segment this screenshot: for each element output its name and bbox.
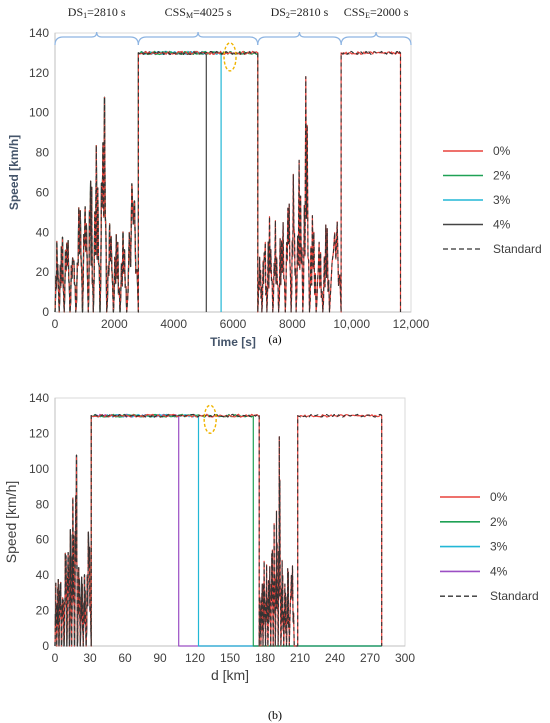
series-line-2pct [54, 413, 382, 647]
y-tick-label: 140 [29, 391, 49, 405]
x-tick-label: 2000 [101, 317, 128, 331]
legend-label: Standard [493, 242, 542, 256]
phase-brace [54, 31, 139, 46]
plot-area [54, 397, 406, 647]
y-tick-label: 0 [42, 305, 49, 319]
y-tick-label: 60 [36, 533, 50, 547]
y-tick-label: 80 [36, 497, 50, 511]
x-tick-label: 10,000 [333, 317, 370, 331]
y-tick-label: 60 [36, 185, 50, 199]
legend-label: 3% [490, 540, 508, 554]
chart-time-speed: 0 20 40 60 80 100 120 140 0 2000 4000 6000 8000 10,00… [7, 5, 542, 349]
legend-label: 4% [493, 218, 511, 232]
x-tick-label: 8000 [279, 317, 306, 331]
x-tick-label: 60 [118, 651, 132, 665]
x-tick-label: 0 [52, 317, 59, 331]
panel-label-a: (a) [268, 332, 281, 346]
y-tick-label: 40 [36, 225, 50, 239]
x-tick-label: 4000 [160, 317, 187, 331]
series-line-standard [54, 50, 402, 313]
phase-brace [257, 31, 342, 46]
x-tick-label: 90 [153, 651, 167, 665]
y-axis-title: Speed [km/h] [3, 481, 19, 564]
highlight-ellipse [203, 404, 217, 434]
x-tick-label: 180 [255, 651, 275, 665]
phase-label: DS2=2810 s [271, 5, 329, 20]
series-line-4pct [54, 413, 382, 647]
legend-label: 4% [490, 564, 508, 578]
legend-label: Standard [490, 589, 539, 603]
phase-label: CSSE=2000 s [344, 5, 409, 20]
chart-distance-speed: 0 20 40 60 80 100 120 140 0 30 60 90 120 150 180 210 240… [3, 391, 539, 683]
x-tick-label: 240 [325, 651, 345, 665]
series-line-standard [54, 413, 383, 647]
x-axis-title: d [km] [211, 667, 249, 683]
series-line-3pct [54, 413, 382, 647]
phase-brace [340, 31, 412, 46]
y-axis-title: Speed [km/h] [7, 135, 21, 210]
x-tick-label: 150 [220, 651, 240, 665]
series-line-0pct [54, 413, 383, 647]
y-tick-label: 100 [29, 106, 49, 120]
panel-label-b: (b) [268, 708, 282, 722]
legend-label: 0% [490, 490, 508, 504]
x-tick-label: 12,000 [393, 317, 430, 331]
x-tick-label: 300 [395, 651, 415, 665]
y-tick-label: 120 [29, 426, 49, 440]
y-tick-label: 80 [36, 146, 50, 160]
y-tick-label: 100 [29, 462, 49, 476]
y-tick-label: 20 [36, 604, 50, 618]
x-axis-title: Time [s] [210, 335, 256, 349]
legend-label: 3% [493, 193, 511, 207]
phase-label: DS1=2810 s [68, 5, 126, 20]
x-tick-label: 6000 [220, 317, 247, 331]
y-tick-label: 40 [36, 568, 50, 582]
x-tick-label: 0 [52, 651, 59, 665]
x-tick-label: 30 [83, 651, 97, 665]
x-tick-label: 210 [290, 651, 310, 665]
y-tick-label: 120 [29, 66, 49, 80]
legend-label: 2% [493, 169, 511, 183]
y-tick-label: 0 [42, 639, 49, 653]
phase-label: CSSM=4025 s [165, 5, 232, 20]
legend-label: 0% [493, 144, 511, 158]
highlight-ellipse [223, 42, 237, 72]
legend-label: 2% [490, 515, 508, 529]
series-line-2pct [54, 50, 259, 313]
y-tick-label: 20 [36, 265, 50, 279]
x-tick-label: 270 [360, 651, 380, 665]
x-tick-label: 120 [185, 651, 205, 665]
phase-brace [137, 31, 259, 46]
y-tick-label: 140 [29, 26, 49, 40]
